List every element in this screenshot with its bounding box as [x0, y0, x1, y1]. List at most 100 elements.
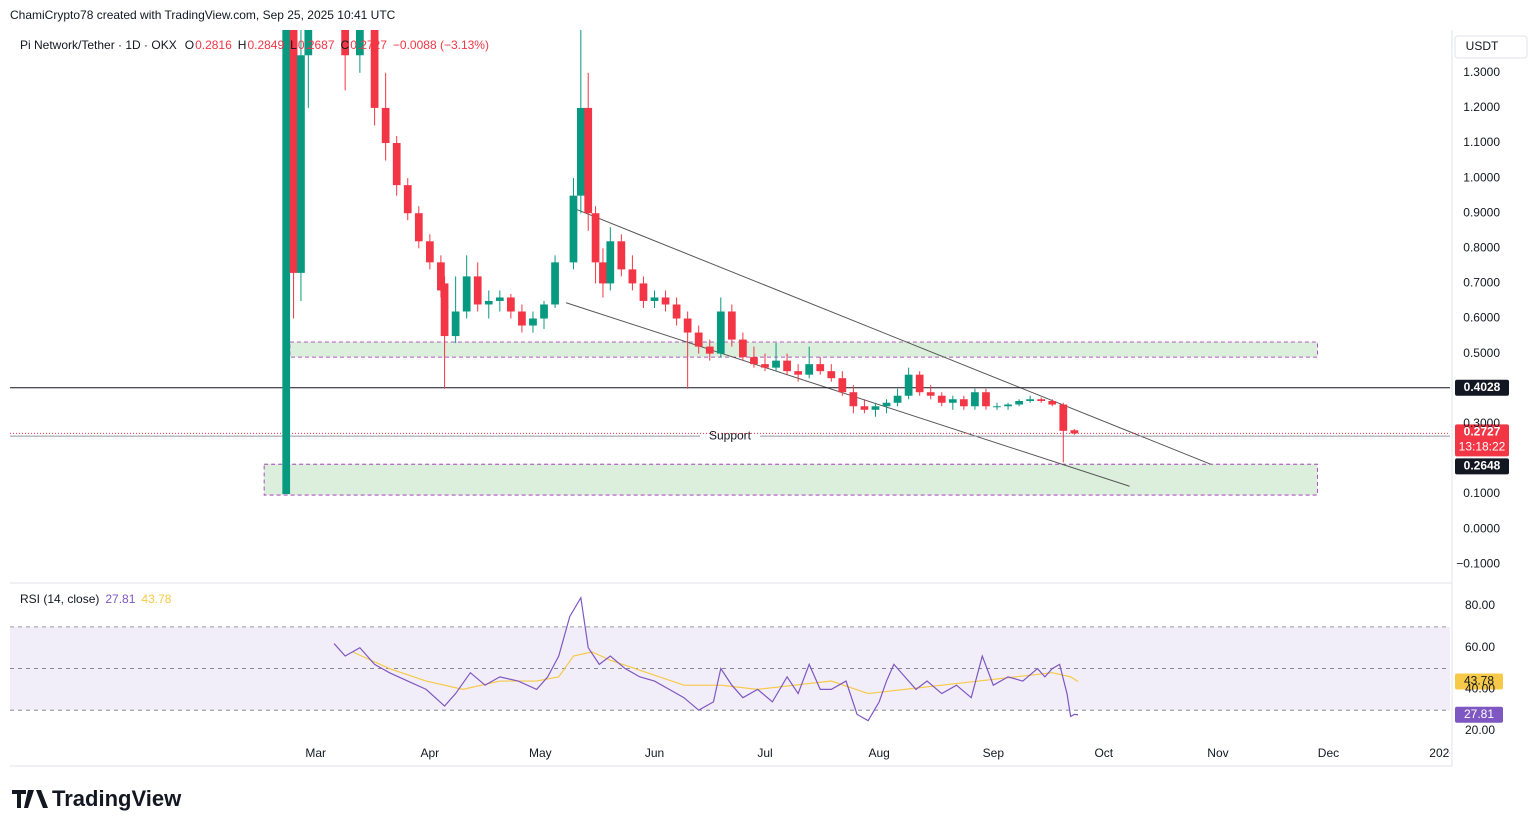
- candle-body: [529, 318, 537, 326]
- candle-body: [1048, 400, 1057, 405]
- candle-body: [507, 297, 515, 312]
- x-tick-label: Sep: [983, 746, 1005, 760]
- candle-body: [414, 213, 423, 242]
- candle-body: [462, 276, 471, 312]
- support-bg: [700, 428, 760, 445]
- candle-body: [1070, 430, 1079, 434]
- candle-body: [893, 395, 902, 403]
- candle-body: [495, 297, 504, 301]
- x-tick-label: Jul: [757, 746, 772, 760]
- y-tick-label: 40.00: [1465, 682, 1495, 696]
- candle-body: [827, 371, 836, 379]
- candle-body: [971, 392, 979, 407]
- candle-body: [716, 311, 725, 354]
- candle-body: [584, 107, 593, 214]
- rsi-tag: [1455, 706, 1503, 723]
- candle-body: [1037, 399, 1046, 401]
- candle-body: [705, 346, 714, 354]
- zone: [263, 463, 1318, 496]
- candle-body: [1026, 399, 1035, 401]
- countdown: 13:18:22: [1459, 440, 1506, 454]
- logo-text: TradingView: [52, 786, 182, 811]
- zone: [289, 341, 1318, 358]
- y-tick-label: 0.7000: [1463, 276, 1500, 290]
- x-tick-label: Apr: [421, 746, 440, 760]
- x-tick-label: Mar: [305, 746, 326, 760]
- candle-body: [750, 357, 758, 365]
- candle-body: [440, 283, 449, 337]
- candle-body: [948, 399, 957, 403]
- candle-body: [297, 55, 305, 273]
- y-tick-label: 0.8000: [1463, 240, 1500, 254]
- candle-body: [437, 262, 445, 291]
- legend-title: Pi Network/Tether · 1D · OKX: [20, 38, 177, 52]
- candle-body: [993, 406, 1001, 408]
- candle-body: [628, 269, 637, 284]
- candle-body: [551, 262, 559, 305]
- legend-key: L: [290, 38, 297, 52]
- candle-body: [289, 30, 298, 273]
- y-tick-label: 1.2000: [1463, 100, 1500, 114]
- candle-body: [739, 339, 747, 358]
- legend-key: H: [238, 38, 247, 52]
- price-tag: [1455, 379, 1509, 396]
- y-tick-label: 0.0000: [1463, 521, 1500, 535]
- x-tick-label: Dec: [1318, 746, 1339, 760]
- rsi-tag-label: 27.81: [1464, 707, 1494, 721]
- candle-body: [591, 213, 600, 263]
- candle-body: [650, 297, 659, 301]
- candle-body: [915, 374, 924, 393]
- currency: USDT: [1466, 39, 1499, 53]
- legend-value: 0.2687: [298, 38, 335, 52]
- candle-body: [576, 107, 585, 196]
- candle-body: [871, 406, 880, 410]
- candle-body: [484, 300, 493, 305]
- candle-body: [1015, 400, 1023, 405]
- rsi-tag-label: 43.78: [1464, 674, 1494, 688]
- candle-body: [356, 30, 364, 56]
- legend-change: −0.0088 (−3.13%): [393, 38, 489, 52]
- candle-body: [816, 364, 825, 372]
- price-tag: [1455, 458, 1509, 475]
- candle-body: [282, 30, 291, 495]
- x-tick-label: May: [529, 746, 552, 760]
- price-tag-label: 0.2727: [1464, 425, 1501, 439]
- price-tag-label: 0.2648: [1464, 459, 1501, 473]
- candle-body: [473, 276, 482, 305]
- legend-key: O: [185, 38, 194, 52]
- candle-body: [518, 311, 526, 326]
- candle-body: [639, 283, 648, 301]
- candle-body: [982, 392, 990, 407]
- candle-body: [569, 195, 578, 263]
- rsi-line: [333, 595, 1079, 722]
- currency-box: [1454, 35, 1528, 59]
- candle-body: [1059, 404, 1068, 431]
- trendline: [565, 302, 1130, 487]
- y-tick-label: 1.3000: [1463, 65, 1500, 79]
- legend-value: 0.2849: [247, 38, 284, 52]
- candle-body: [370, 30, 379, 108]
- candle-body: [1004, 404, 1012, 407]
- candle-body: [451, 311, 460, 337]
- x-tick-label: Oct: [1094, 746, 1113, 760]
- logo: TradingView: [12, 786, 182, 811]
- rsi-legend-value: 27.81: [105, 592, 135, 606]
- support-label: Support: [709, 428, 752, 442]
- candle-body: [959, 399, 968, 407]
- candle-body: [599, 262, 607, 284]
- price-pane: Support: [10, 30, 1450, 496]
- candle-body: [926, 392, 935, 396]
- candle-body: [304, 30, 313, 56]
- candle-body: [661, 297, 670, 305]
- candle-body: [805, 364, 814, 375]
- y-tick-label: 60.00: [1465, 640, 1495, 654]
- candle-body: [882, 402, 891, 407]
- price-tag-label: 0.4028: [1464, 380, 1501, 394]
- header: ChamiCrypto78 created with TradingView.c…: [10, 8, 396, 22]
- candle-body: [794, 371, 802, 375]
- legend-value: 0.2816: [195, 38, 232, 52]
- y-tick-label: 0.3000: [1463, 416, 1500, 430]
- x-tick-label: Nov: [1207, 746, 1228, 760]
